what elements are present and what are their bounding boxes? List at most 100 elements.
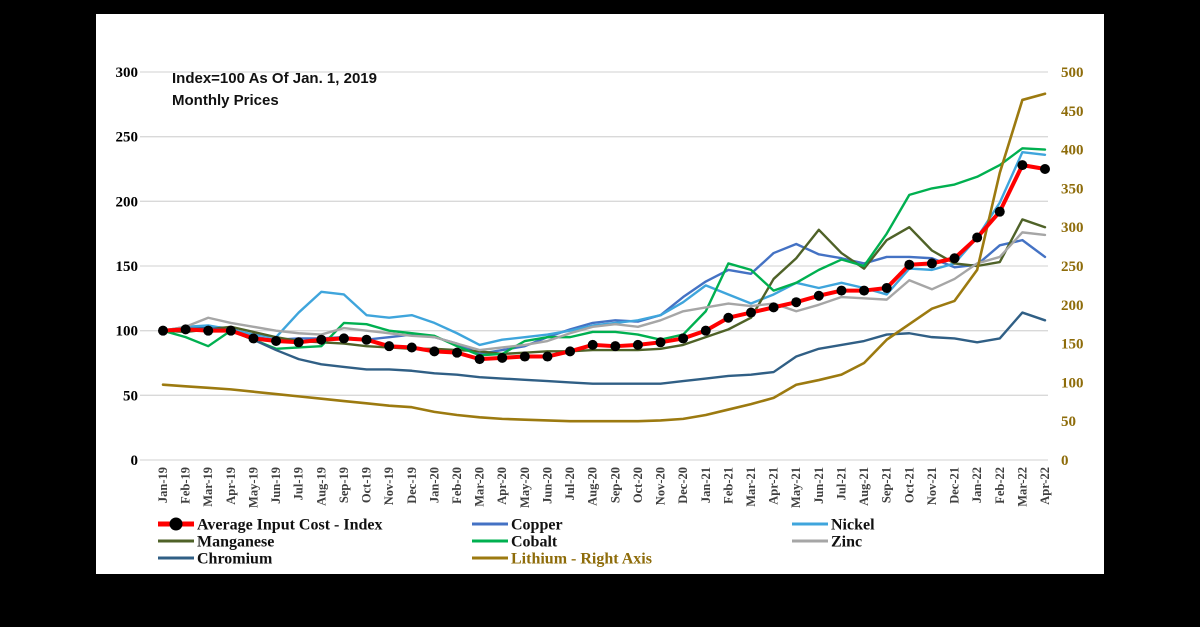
legend-label-lithium-right-axis: Lithium - Right Axis xyxy=(511,551,652,568)
right-axis-tick-400: 400 xyxy=(1061,143,1084,159)
x-axis-label-May-20: May-20 xyxy=(518,467,532,508)
x-axis-label-Feb-20: Feb-20 xyxy=(450,467,464,504)
chart-title: Index=100 As Of Jan. 1, 2019 xyxy=(172,70,377,87)
x-axis-label-Aug-19: Aug-19 xyxy=(314,467,328,506)
series-marker-24 xyxy=(700,325,711,336)
series-marker-10 xyxy=(384,341,395,352)
x-axis-label-Jul-21: Jul-21 xyxy=(834,467,848,500)
series-marker-28 xyxy=(791,297,802,308)
series-marker-37 xyxy=(994,206,1005,217)
legend-label-copper: Copper xyxy=(511,517,563,534)
x-axis-label-Dec-20: Dec-20 xyxy=(676,467,690,504)
x-axis-label-Sep-19: Sep-19 xyxy=(337,467,351,503)
series-marker-9 xyxy=(361,334,372,345)
series-line-lithium-right-axis xyxy=(161,92,1047,423)
x-axis-label-Jan-20: Jan-20 xyxy=(427,467,441,503)
x-axis-label-Apr-19: Apr-19 xyxy=(224,467,238,505)
x-axis-label-Jun-21: Jun-21 xyxy=(812,467,826,504)
series-marker-32 xyxy=(881,282,892,293)
x-axis-label-Oct-21: Oct-21 xyxy=(902,467,916,503)
series-marker-11 xyxy=(406,342,417,353)
x-axis-label-Nov-21: Nov-21 xyxy=(925,467,939,505)
series-marker-31 xyxy=(859,285,870,296)
series-marker-21 xyxy=(632,339,643,350)
x-axis-label-Dec-19: Dec-19 xyxy=(405,467,419,504)
series-marker-38 xyxy=(1017,160,1028,171)
series-line-zinc xyxy=(161,231,1047,352)
left-axis-tick-50: 50 xyxy=(123,388,138,404)
x-axis-label-Mar-20: Mar-20 xyxy=(473,467,487,507)
series-line-copper xyxy=(161,238,1047,356)
series-marker-19 xyxy=(587,339,598,350)
x-axis-label-May-19: May-19 xyxy=(246,467,260,508)
x-axis-label-Nov-20: Nov-20 xyxy=(654,467,668,505)
series-line-nickel xyxy=(161,150,1047,347)
x-axis-label-Apr-22: Apr-22 xyxy=(1038,467,1052,505)
legend-label-average-input-cost-index: Average Input Cost - Index xyxy=(197,517,382,534)
series-marker-22 xyxy=(655,337,666,348)
x-axis-label-Nov-19: Nov-19 xyxy=(382,467,396,505)
right-axis-tick-350: 350 xyxy=(1061,181,1084,197)
series-marker-15 xyxy=(497,352,508,363)
x-axis-label-Jul-20: Jul-20 xyxy=(563,467,577,500)
left-axis-tick-200: 200 xyxy=(116,194,139,210)
series-marker-36 xyxy=(972,232,983,243)
series-line-average-input-cost-index xyxy=(161,163,1047,362)
series-line-chromium xyxy=(161,311,1047,385)
right-axis-tick-0: 0 xyxy=(1061,453,1069,469)
right-axis-tick-100: 100 xyxy=(1061,375,1084,391)
x-axis-label-Sep-20: Sep-20 xyxy=(608,467,622,503)
series-marker-23 xyxy=(678,333,689,344)
series-marker-29 xyxy=(813,290,824,301)
x-axis-label-Aug-20: Aug-20 xyxy=(586,467,600,506)
x-axis-label-Aug-21: Aug-21 xyxy=(857,467,871,506)
x-axis-label-Feb-21: Feb-21 xyxy=(721,467,735,504)
series-marker-13 xyxy=(452,347,462,358)
series-marker-34 xyxy=(926,258,937,269)
legend-label-cobalt: Cobalt xyxy=(511,534,558,551)
right-axis-tick-450: 450 xyxy=(1061,104,1084,120)
series-marker-2 xyxy=(203,325,214,336)
series-marker-6 xyxy=(293,337,304,348)
x-axis-label-Jan-19: Jan-19 xyxy=(156,467,170,503)
x-axis-label-Apr-21: Apr-21 xyxy=(767,467,781,505)
chart-title-block: Index=100 As Of Jan. 1, 2019 Monthly Pri… xyxy=(172,68,377,112)
series-marker-33 xyxy=(904,259,915,270)
x-axis-label-Dec-21: Dec-21 xyxy=(948,467,962,504)
series-marker-25 xyxy=(723,312,734,323)
x-axis-label-Jan-21: Jan-21 xyxy=(699,467,713,503)
x-axis-label-Feb-19: Feb-19 xyxy=(179,467,193,504)
series-marker-4 xyxy=(248,333,259,344)
legend-label-manganese: Manganese xyxy=(197,534,274,551)
series-marker-18 xyxy=(565,346,576,357)
x-axis-label-Apr-20: Apr-20 xyxy=(495,467,509,505)
x-axis-label-Jun-19: Jun-19 xyxy=(269,467,283,504)
series-marker-0 xyxy=(158,325,168,336)
legend-label-chromium: Chromium xyxy=(197,551,273,568)
chart-panel xyxy=(96,14,1104,574)
series-marker-20 xyxy=(610,341,621,352)
x-axis-label-May-21: May-21 xyxy=(789,467,803,508)
right-axis-tick-300: 300 xyxy=(1061,220,1084,236)
right-axis-tick-250: 250 xyxy=(1061,259,1084,275)
series-marker-39 xyxy=(1040,164,1050,174)
left-axis-tick-150: 150 xyxy=(116,259,139,275)
x-axis-label-Mar-19: Mar-19 xyxy=(201,467,215,507)
left-axis-tick-300: 300 xyxy=(116,65,139,81)
legend-marker-dot xyxy=(169,517,183,531)
legend-label-nickel: Nickel xyxy=(831,517,875,534)
x-axis-label-Feb-22: Feb-22 xyxy=(993,467,1007,504)
x-axis-label-Jan-22: Jan-22 xyxy=(970,467,984,503)
series-marker-7 xyxy=(316,334,327,345)
left-axis-tick-100: 100 xyxy=(116,324,139,340)
legend-label-zinc: Zinc xyxy=(831,534,862,551)
series-marker-1 xyxy=(180,324,191,335)
series-marker-14 xyxy=(474,354,485,365)
series-marker-35 xyxy=(949,253,960,264)
right-axis-tick-50: 50 xyxy=(1061,414,1076,430)
series-line-cobalt xyxy=(161,147,1047,357)
left-axis-tick-0: 0 xyxy=(131,453,139,469)
series-marker-17 xyxy=(542,351,553,362)
x-axis-label-Oct-19: Oct-19 xyxy=(360,467,374,503)
